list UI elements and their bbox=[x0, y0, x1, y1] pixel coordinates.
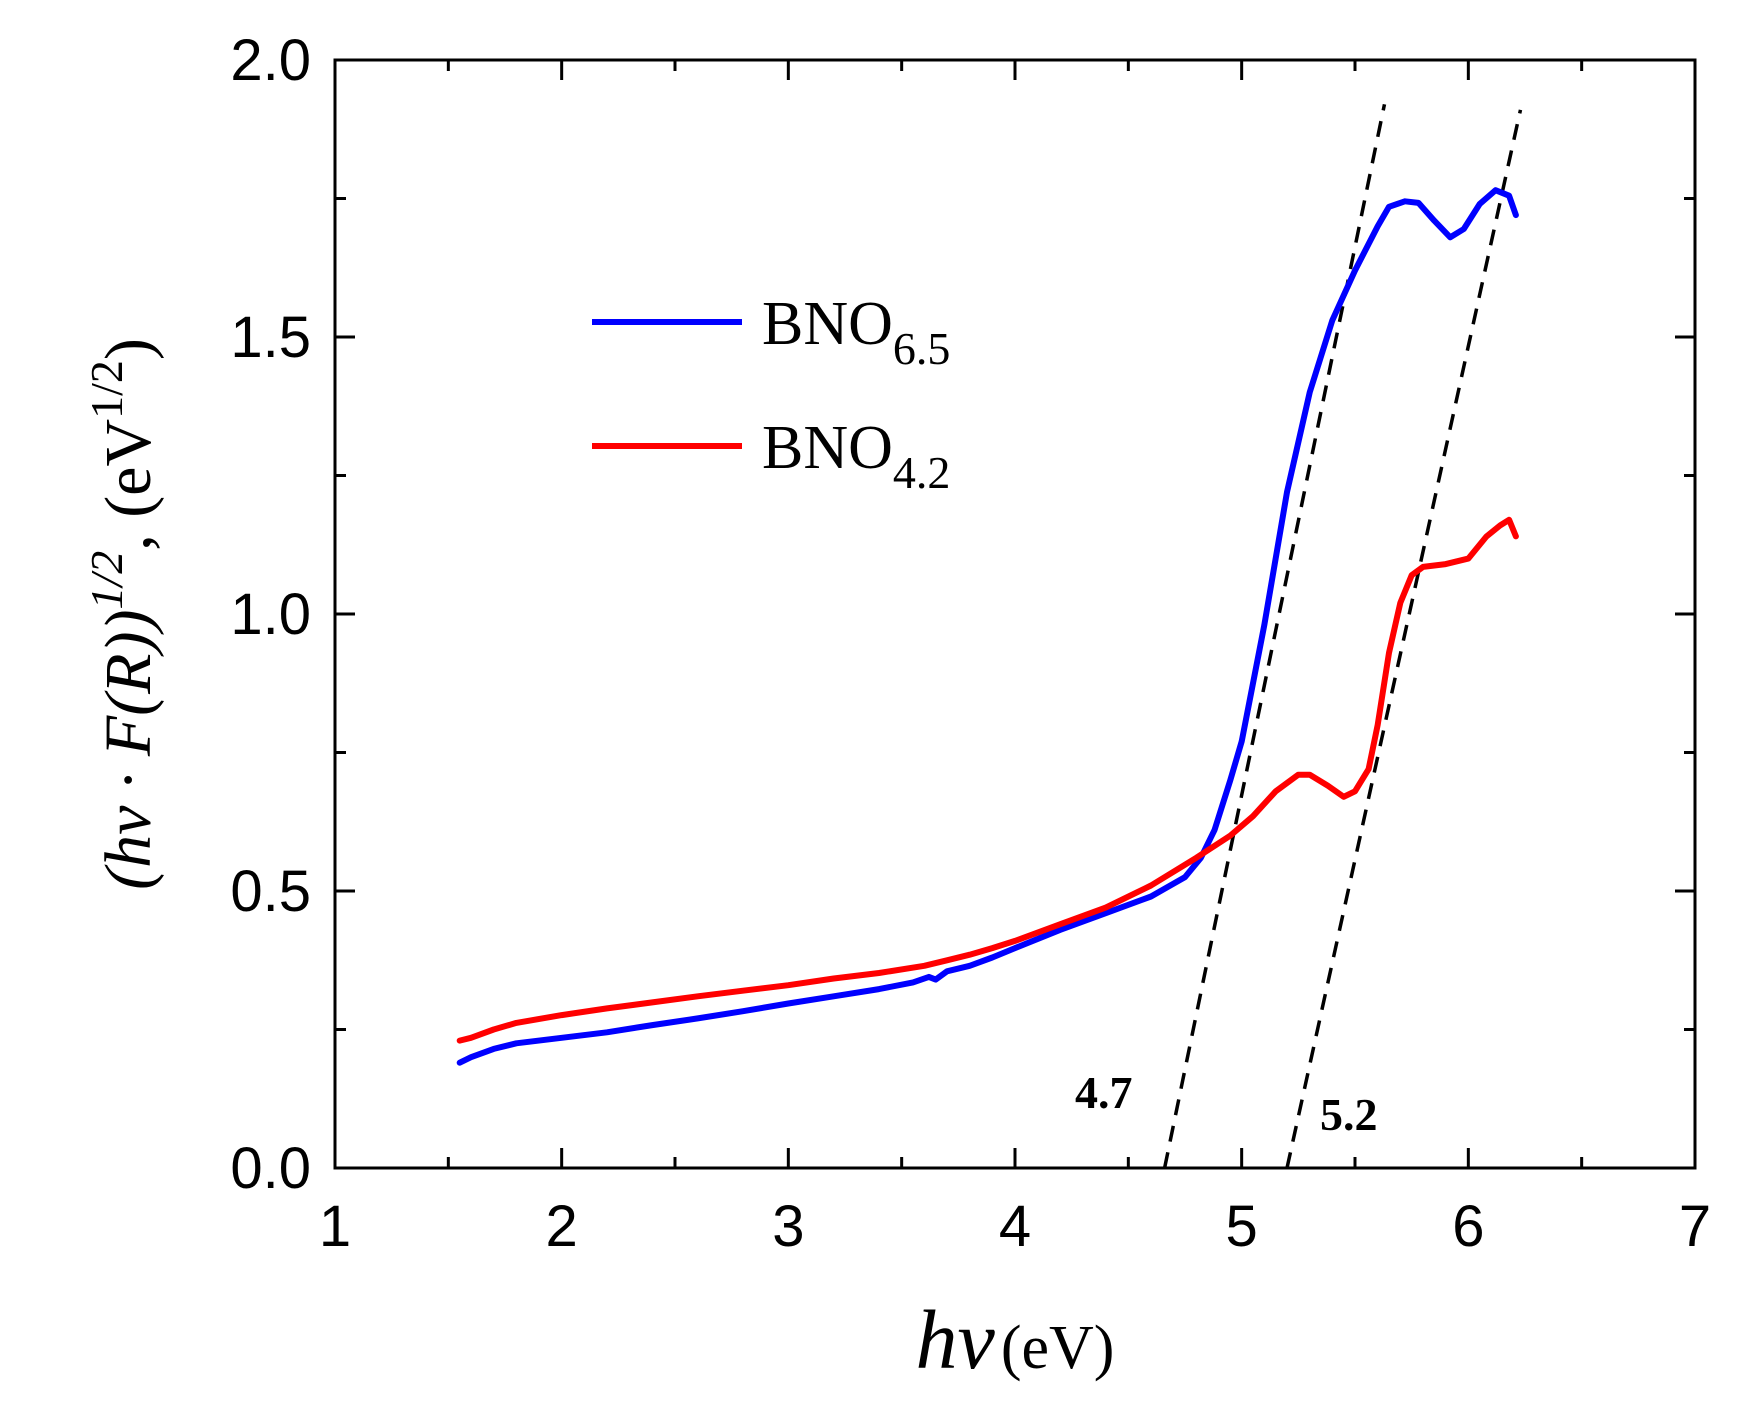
x-tick-label: 4 bbox=[999, 1194, 1031, 1259]
x-tick-label: 2 bbox=[546, 1194, 578, 1259]
legend-label-bno-6-5: BNO6.5 bbox=[762, 290, 950, 374]
y-tick-label: 1.5 bbox=[230, 305, 311, 370]
legend: BNO6.5 BNO4.2 bbox=[592, 290, 950, 498]
fit-line-1 bbox=[1285, 109, 1523, 1169]
x-tick-label: 5 bbox=[1226, 1194, 1258, 1259]
x-axis-title: hν(eV) bbox=[916, 1294, 1115, 1387]
x-axis-title-symbol: hν bbox=[916, 1294, 996, 1387]
x-tick-label: 1 bbox=[319, 1194, 351, 1259]
legend-series-subscript: 4.2 bbox=[893, 447, 951, 498]
y-axis-title-unit: , (eV bbox=[92, 419, 165, 551]
series-lines bbox=[456, 187, 1519, 1066]
y-tick-label: 0.5 bbox=[230, 859, 311, 924]
legend-series-name: BNO bbox=[762, 290, 893, 358]
y-axis-title: (hν · F(R))1/2, (eV1/2) bbox=[81, 338, 165, 890]
x-tick-label: 6 bbox=[1452, 1194, 1484, 1259]
series-line-0 bbox=[456, 187, 1519, 1066]
series-line-1 bbox=[456, 516, 1519, 1044]
legend-series-name: BNO bbox=[762, 414, 893, 482]
y-tick-label: 1.0 bbox=[230, 582, 311, 647]
y-axis-title-close: ) bbox=[92, 338, 165, 360]
y-tick-label: 2.0 bbox=[230, 28, 311, 93]
y-axis-title-exponent: 1/2 bbox=[81, 551, 132, 610]
fit-label-5-2: 5.2 bbox=[1320, 1089, 1378, 1140]
legend-series-subscript: 6.5 bbox=[893, 323, 951, 374]
y-tick-label: 0.0 bbox=[230, 1136, 311, 1201]
legend-label-bno-4-2: BNO4.2 bbox=[762, 414, 950, 498]
axis-tick-labels: 1 2 3 4 5 6 7 0.0 0.5 1.0 1.5 2.0 bbox=[230, 28, 1711, 1259]
y-axis-title-expression: (hν · F(R)) bbox=[92, 610, 165, 890]
fit-label-4-7: 4.7 bbox=[1075, 1067, 1133, 1118]
x-tick-label: 3 bbox=[772, 1194, 804, 1259]
x-axis-title-unit: (eV) bbox=[1001, 1314, 1115, 1382]
y-axis-title-unit-exponent: 1/2 bbox=[81, 360, 132, 419]
plot-frame bbox=[333, 58, 1697, 1170]
x-tick-label: 7 bbox=[1679, 1194, 1711, 1259]
